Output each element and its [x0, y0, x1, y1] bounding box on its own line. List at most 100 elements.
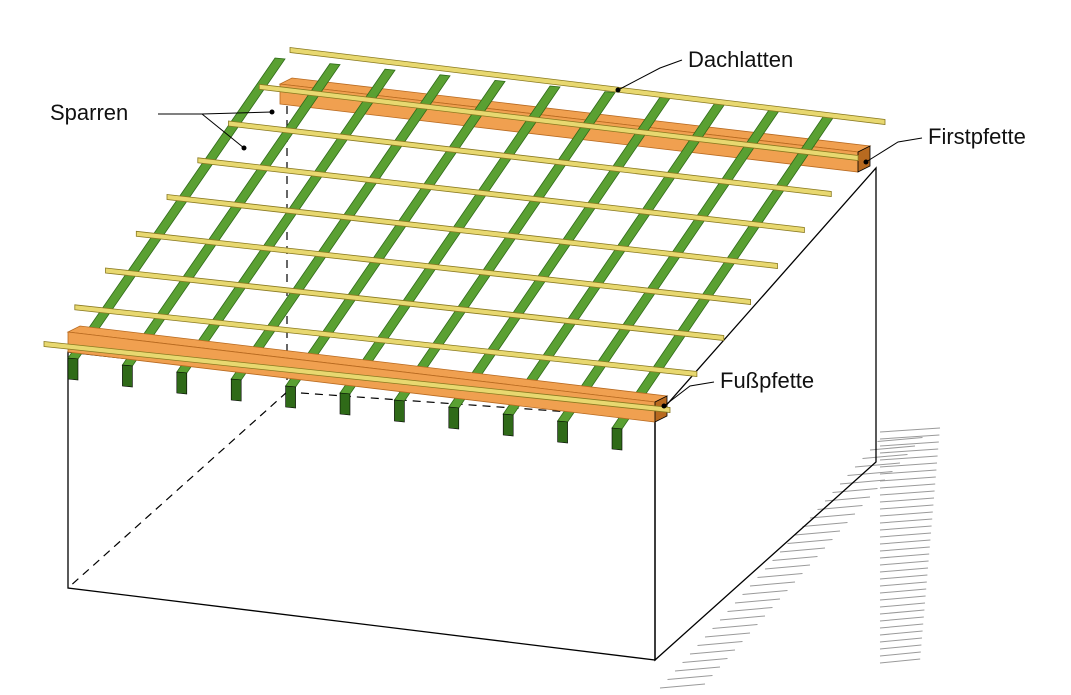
hatch-line	[879, 504, 934, 510]
hatch-line	[879, 539, 931, 545]
hatch-line	[659, 683, 706, 689]
batten	[258, 83, 859, 161]
hatch-line	[879, 602, 926, 608]
leader-firstpfette-dot	[863, 159, 869, 165]
hatch-line	[879, 455, 938, 461]
rafter-end	[122, 364, 133, 388]
hatch-line	[879, 427, 941, 433]
hatch-line	[879, 623, 924, 629]
battens	[43, 47, 886, 413]
hatch-line	[877, 437, 923, 442]
batten	[74, 304, 698, 377]
hatch-line	[832, 488, 878, 493]
hatch-line	[772, 556, 818, 561]
hatch-line	[879, 609, 925, 615]
hatch-line	[879, 581, 927, 587]
hatch-line	[879, 616, 924, 622]
leader-sparren-1	[158, 111, 273, 115]
hatch-line	[879, 518, 933, 524]
hatch-line	[839, 479, 886, 485]
hatch-line	[674, 666, 721, 672]
hatch-line	[879, 525, 932, 531]
hatch-line	[879, 574, 928, 580]
hatch-line	[779, 547, 826, 553]
hatch-line	[734, 598, 781, 604]
hatch-line	[682, 658, 728, 663]
hatch-line	[757, 573, 803, 578]
hatch-line	[764, 564, 811, 570]
hatch-line	[879, 483, 936, 489]
hatch-line	[879, 497, 935, 503]
hatch-line	[879, 588, 927, 594]
hatch-line	[879, 567, 929, 573]
rafter-end	[394, 399, 405, 423]
leader-sparren-dot-1	[269, 109, 275, 115]
hatch-line	[879, 630, 923, 636]
hatch-line	[787, 539, 833, 544]
rafter-end	[448, 406, 460, 430]
hatch-line	[809, 513, 856, 519]
rafter-end	[67, 357, 79, 381]
hatch-line	[879, 462, 938, 468]
hatch-line	[749, 581, 796, 587]
hatch-line	[742, 590, 788, 595]
label-dachlatten: Dachlatten	[688, 47, 793, 72]
ridge-purlin-end	[857, 145, 871, 173]
rafter-end	[557, 420, 568, 444]
hatch-line	[879, 560, 929, 566]
batten	[166, 194, 778, 269]
batten	[289, 47, 886, 125]
batten	[105, 267, 725, 341]
hatch-line	[719, 615, 766, 621]
label-fusspfette: Fußpfette	[720, 368, 814, 393]
rafter-end	[611, 427, 623, 451]
label-sparren: Sparren	[50, 100, 128, 125]
hatch-line	[879, 637, 923, 643]
rafters	[67, 57, 836, 451]
leader-fusspfette	[663, 381, 715, 407]
leader-dachlatten	[617, 59, 683, 91]
hatch-line	[879, 511, 933, 517]
hatch-line	[879, 469, 937, 475]
leader-lines	[158, 59, 923, 409]
rafter-end	[339, 392, 351, 416]
batten	[228, 120, 832, 197]
hatch-line	[879, 441, 939, 447]
hatch-line	[879, 658, 921, 664]
hatch-line	[704, 632, 751, 638]
hatch-line	[817, 505, 863, 510]
hatch-line	[879, 476, 936, 482]
right-gable-wall	[654, 166, 877, 662]
hatch-line	[667, 675, 713, 680]
hatch-line	[879, 448, 939, 454]
hatch-line	[712, 624, 758, 629]
batten	[135, 230, 751, 305]
hatch-line	[879, 532, 932, 538]
hatch-line	[869, 445, 916, 451]
rafter-end	[230, 378, 242, 402]
leader-dachlatten-dot	[615, 87, 621, 93]
batten	[43, 341, 671, 413]
label-firstpfette: Firstpfette	[928, 124, 1026, 149]
hatch-line	[879, 651, 921, 657]
hatch-line	[727, 607, 773, 612]
hatch-line	[794, 530, 841, 536]
hatch-line	[879, 490, 935, 496]
rafter-end	[285, 385, 296, 409]
rafter-end	[502, 413, 514, 437]
hatch-line	[847, 471, 893, 476]
hatch-line	[862, 454, 908, 459]
batten	[197, 157, 805, 233]
hatch-line	[879, 546, 930, 552]
hatch-line	[879, 434, 940, 440]
leader-sparren-dot-2	[241, 145, 247, 151]
hatch-line	[854, 462, 901, 468]
rafter-end	[176, 371, 188, 395]
ground-shadow-hatching	[659, 427, 941, 689]
hatch-line	[689, 649, 736, 655]
hatch-line	[879, 644, 922, 650]
hatch-line	[802, 522, 848, 527]
hatch-line	[697, 641, 743, 646]
